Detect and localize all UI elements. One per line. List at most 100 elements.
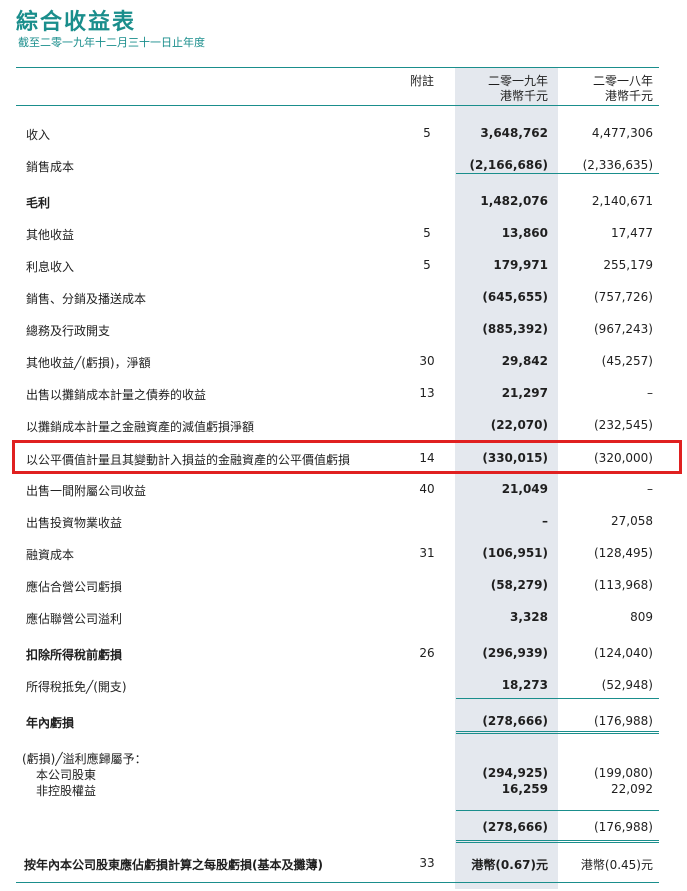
row-label: 銷售、分銷及播送成本: [26, 292, 147, 306]
table-row: 其他收益 5 13,860 17,477: [0, 224, 687, 244]
row-value-2018: 17,477: [611, 226, 653, 240]
col-2018-unit: 港幣千元: [604, 89, 653, 103]
row-value-2018: (124,040): [594, 646, 653, 660]
attributable-nci-label: 非控股權益: [36, 784, 97, 798]
attributable-total-2019: (278,666): [482, 820, 548, 834]
table-row: 應佔合營公司虧損 (58,279) (113,968): [0, 576, 687, 596]
table-row: 銷售成本 (2,166,686) (2,336,635): [0, 156, 687, 176]
row-value-2018: (176,988): [594, 714, 653, 728]
row-value-2018: –: [647, 386, 653, 400]
subtotal-rule: [456, 842, 659, 843]
col-2019-header: 二零一九年 港幣千元: [488, 74, 548, 104]
row-label: 以攤銷成本計量之金融資產的減值虧損淨額: [26, 420, 255, 434]
row-value-2019: (2,166,686): [469, 158, 548, 172]
row-label: 其他收益: [26, 228, 75, 242]
table-row: 融資成本 31 (106,951) (128,495): [0, 544, 687, 564]
table-row: 扣除所得稅前虧損 26 (296,939) (124,040): [0, 644, 687, 664]
row-value-2018: (232,545): [594, 418, 653, 432]
row-value-2018: 2,140,671: [591, 194, 653, 208]
attributable-nci-2018: 22,092: [611, 782, 653, 796]
subtotal-rule: [456, 731, 659, 732]
row-value-2019: (278,666): [482, 714, 548, 728]
table-row: 毛利 1,482,076 2,140,671: [0, 192, 687, 212]
row-label: 收入: [26, 128, 51, 142]
table-row: 收入 5 3,648,762 4,477,306: [0, 124, 687, 144]
table-row: 總務及行政開支 (885,392) (967,243): [0, 320, 687, 340]
col-2019-year: 二零一九年: [487, 74, 548, 88]
row-note: 13: [419, 386, 435, 400]
subtotal-rule: [456, 173, 659, 174]
row-label: 年內虧損: [26, 716, 75, 730]
row-note: 5: [423, 226, 431, 240]
row-value-2018: 255,179: [603, 258, 653, 272]
top-divider: [16, 67, 659, 68]
row-value-2018: –: [647, 482, 653, 496]
row-value-2018: 4,477,306: [591, 126, 653, 140]
table-row: 銷售、分銷及播送成本 (645,655) (757,726): [0, 288, 687, 308]
row-label: 扣除所得稅前虧損: [26, 648, 123, 662]
attributable-heading: (虧損)╱溢利應歸屬予：: [22, 752, 147, 766]
attributable-owners-2019: (294,925): [482, 766, 548, 780]
row-value-2018: (128,495): [594, 546, 653, 560]
row-value-2019: –: [542, 514, 548, 528]
row-value-2019: (645,655): [482, 290, 548, 304]
row-note: 26: [419, 646, 435, 660]
note-column-header: 附註: [409, 74, 434, 88]
row-value-2019: (106,951): [482, 546, 548, 560]
row-value-2019: 179,971: [493, 258, 548, 272]
row-value-2019: 1,482,076: [480, 194, 548, 208]
row-value-2019: 3,328: [510, 610, 548, 624]
table-row: 出售投資物業收益 – 27,058: [0, 512, 687, 532]
table-row: 其他收益╱(虧損)，淨額 30 29,842 (45,257): [0, 352, 687, 372]
row-value-2019: (296,939): [482, 646, 548, 660]
subtotal-rule: [456, 810, 659, 811]
row-value-2018: (52,948): [601, 678, 653, 692]
subtotal-rule: [456, 840, 659, 841]
row-label: 出售一間附屬公司收益: [26, 484, 147, 498]
eps-label: 按年內本公司股東應佔虧損計算之每股虧損(基本及攤薄): [24, 858, 323, 872]
row-value-2019: 29,842: [501, 354, 548, 368]
row-value-2019: 18,273: [501, 678, 548, 692]
col-2019-unit: 港幣千元: [499, 89, 548, 103]
eps-2019: 港幣(0.67)元: [471, 858, 548, 872]
row-label: 應佔合營公司虧損: [26, 580, 123, 594]
table-row: 出售一間附屬公司收益 40 21,049 –: [0, 480, 687, 500]
row-label: 總務及行政開支: [26, 324, 111, 338]
table-row: 年內虧損 (278,666) (176,988): [0, 712, 687, 732]
row-note: 14: [419, 451, 435, 465]
row-label: 出售投資物業收益: [26, 516, 123, 530]
table-row: 出售以攤銷成本計量之債券的收益 13 21,297 –: [0, 384, 687, 404]
row-label: 銷售成本: [26, 160, 75, 174]
row-label: 應佔聯營公司溢利: [26, 612, 123, 626]
row-value-2019: 21,297: [501, 386, 548, 400]
row-label: 融資成本: [26, 548, 75, 562]
row-value-2019: 3,648,762: [480, 126, 548, 140]
table-row: 以公平價值計量且其變動計入損益的金融資產的公平價值虧損 14 (330,015) (3…: [0, 449, 687, 469]
attributable-owners-label: 本公司股東: [36, 768, 97, 782]
row-note: 40: [419, 482, 435, 496]
row-value-2018: (967,243): [594, 322, 653, 336]
col-2018-header: 二零一八年 港幣千元: [593, 74, 653, 104]
row-note: 5: [423, 258, 431, 272]
eps-2018: 港幣(0.45)元: [580, 858, 653, 872]
row-value-2018: 27,058: [611, 514, 653, 528]
subtotal-rule: [456, 698, 659, 699]
bottom-divider: [16, 882, 659, 883]
highlight-box: [12, 440, 682, 474]
col-2018-year: 二零一八年: [592, 74, 653, 88]
table-row: 應佔聯營公司溢利 3,328 809: [0, 608, 687, 628]
attributable-owners-2018: (199,080): [594, 766, 653, 780]
row-label: 以公平價值計量且其變動計入損益的金融資產的公平價值虧損: [26, 453, 351, 467]
row-value-2018: (2,336,635): [582, 158, 653, 172]
row-value-2018: (113,968): [594, 578, 653, 592]
row-value-2019: 13,860: [501, 226, 548, 240]
row-label: 其他收益╱(虧損)，淨額: [26, 356, 151, 370]
row-label: 毛利: [26, 196, 51, 210]
row-value-2019: 21,049: [501, 482, 548, 496]
attributable-nci-2019: 16,259: [501, 782, 548, 796]
row-value-2018: 809: [630, 610, 653, 624]
eps-note: 33: [419, 856, 435, 870]
current-year-column-shade: [455, 68, 558, 889]
row-value-2018: (45,257): [601, 354, 653, 368]
row-value-2018: (320,000): [594, 451, 653, 465]
